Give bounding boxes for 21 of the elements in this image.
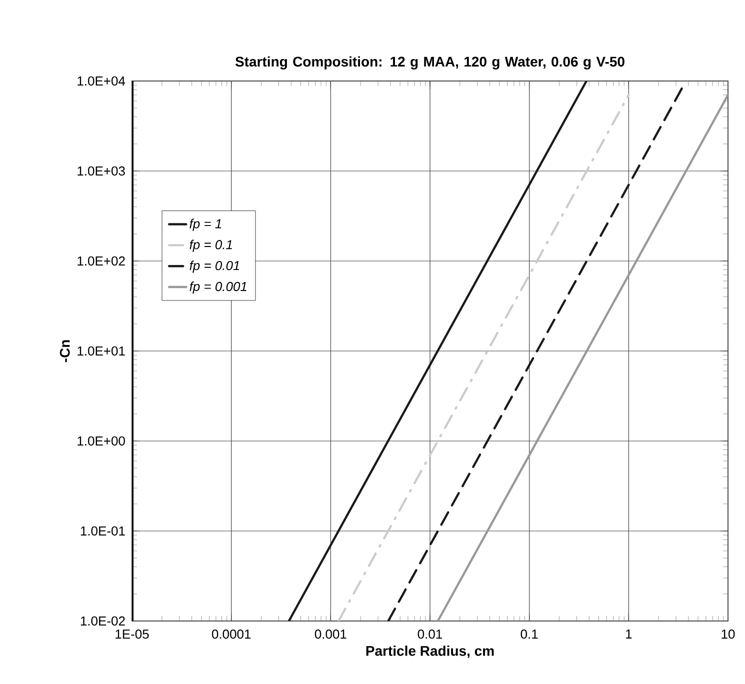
y-tick-label: 1.0E+02 — [78, 256, 125, 266]
y-tick-label: 1.0E+03 — [78, 166, 125, 176]
legend-label: fp = 1 — [190, 218, 222, 231]
x-tick-label: 1 — [626, 630, 632, 638]
x-tick-label: 0.01 — [418, 630, 442, 639]
legend-label: fp = 0.001 — [190, 282, 246, 294]
legend-label: fp = 0.01 — [190, 260, 240, 273]
x-tick-label: 0.1 — [520, 630, 538, 639]
y-tick-label: 1.0E-02 — [80, 616, 125, 626]
y-tick-label: 1.0E+04 — [78, 76, 126, 86]
x-tick-label: 1E-05 — [116, 630, 149, 639]
legend-label: fp = 0.1 — [190, 240, 232, 252]
chart-title: Starting Composition: 12 g MAA, 120 g Water, 0.06 g V-50 — [235, 56, 624, 70]
x-tick-label: 0.0001 — [212, 630, 251, 639]
x-tick-label: 10 — [722, 630, 735, 639]
y-tick-label: 1.0E-01 — [80, 526, 125, 536]
y-tick-label: 1.0E+00 — [78, 436, 125, 446]
y-tick-label: 1.0E+01 — [78, 346, 125, 356]
x-tick-label: 0.001 — [314, 630, 346, 639]
x-axis-title: Particle Radius, cm — [366, 646, 494, 658]
y-axis-title: -Cn — [60, 340, 70, 362]
